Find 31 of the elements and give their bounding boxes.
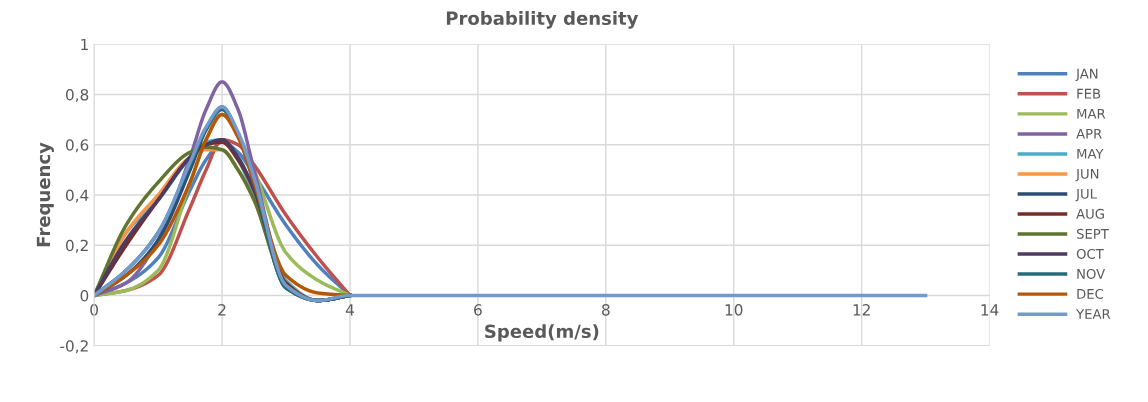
- legend-label: NOV: [1077, 268, 1106, 279]
- y-tick-label: 0,4: [65, 189, 89, 203]
- legend-label: JUL: [1075, 188, 1097, 202]
- x-tick-label: 0: [90, 304, 98, 316]
- legend-label: YEAR: [1076, 309, 1111, 319]
- y-tick-label: 0,8: [65, 88, 89, 103]
- legend-label: FEB: [1077, 88, 1101, 99]
- y-tick-label: -0,2: [60, 340, 88, 354]
- legend-label: OCT: [1076, 248, 1104, 259]
- legend-label: JUN: [1075, 168, 1099, 182]
- y-tick-label: 1: [81, 38, 88, 51]
- legend-label: DEC: [1077, 288, 1104, 299]
- legend-label: AUG: [1076, 208, 1104, 219]
- x-axis-title: Speed(m/s): [485, 324, 599, 342]
- legend-label: MAY: [1077, 148, 1104, 159]
- legend-label: JAN: [1075, 68, 1098, 82]
- x-tick-label: 8: [601, 304, 610, 316]
- y-axis-title: Frequency: [36, 142, 54, 247]
- x-tick-label: 14: [981, 304, 999, 316]
- x-tick-label: 10: [725, 304, 743, 316]
- y-tick-label: 0: [80, 289, 89, 302]
- legend-label: APR: [1076, 128, 1102, 139]
- x-tick-label: 2: [218, 304, 226, 316]
- legend-label: SEPT: [1076, 228, 1109, 239]
- y-tick-label: 0,2: [65, 239, 88, 253]
- x-tick-label: 6: [474, 304, 482, 316]
- legend-label: MAR: [1077, 108, 1106, 119]
- chart-title: Probability density: [446, 11, 639, 29]
- x-tick-label: 4: [345, 304, 354, 316]
- y-tick-label: 0,6: [65, 139, 89, 153]
- x-tick-label: 12: [853, 304, 870, 316]
